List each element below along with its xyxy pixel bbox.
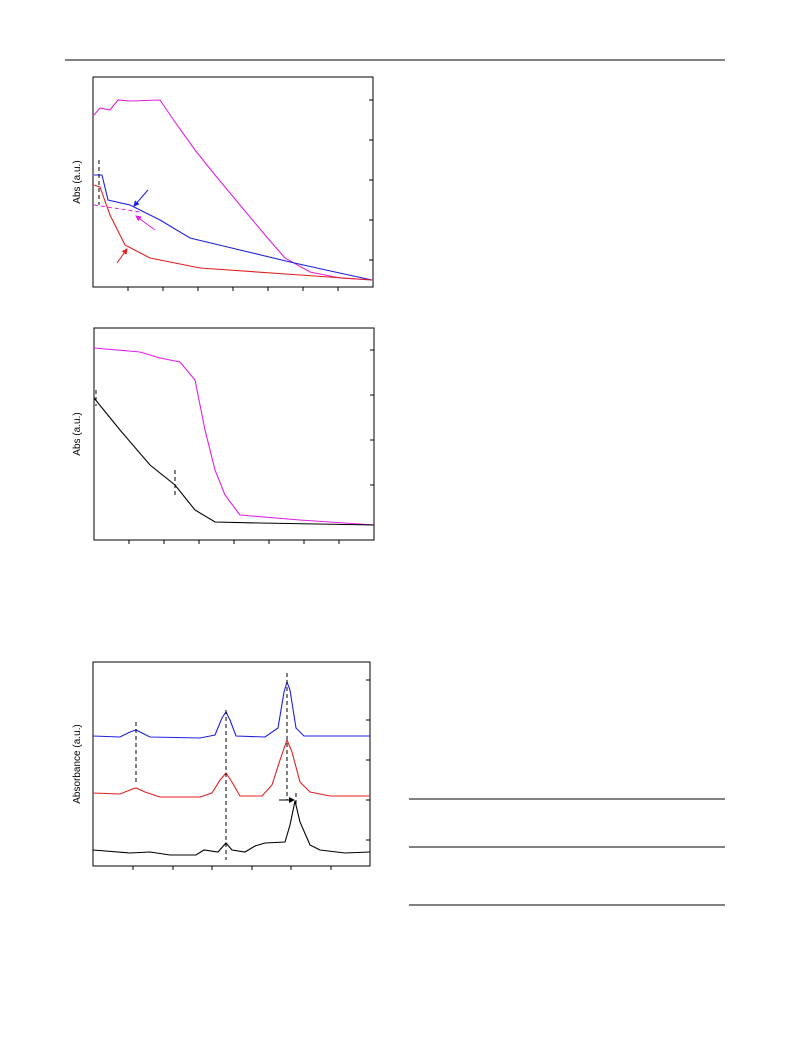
arrow [135, 215, 156, 231]
curve [94, 174, 373, 281]
ticks [128, 349, 374, 544]
curve [92, 800, 371, 856]
curve [93, 99, 373, 281]
curve [93, 184, 373, 281]
arrow [116, 248, 128, 264]
arrow [133, 189, 149, 207]
y-axis-label: Abs (a.u.) [72, 412, 83, 455]
plot-frame [92, 76, 374, 288]
y-axis-label: Abs (a.u.) [72, 160, 83, 203]
figure-b: Abs (a.u.) [72, 327, 375, 544]
figure-a: Abs (a.u.) [72, 76, 374, 291]
curve [93, 397, 375, 526]
ticks [127, 99, 373, 291]
figure-c: Absorbance (a.u.) [72, 661, 371, 870]
curve [93, 347, 375, 526]
dashed-line [93, 204, 141, 213]
plot-frame [93, 327, 375, 541]
curve [92, 738, 370, 798]
curve [92, 680, 370, 739]
ticks [132, 679, 370, 870]
plot-frame [92, 661, 371, 867]
y-axis-label: Absorbance (a.u.) [72, 724, 83, 804]
